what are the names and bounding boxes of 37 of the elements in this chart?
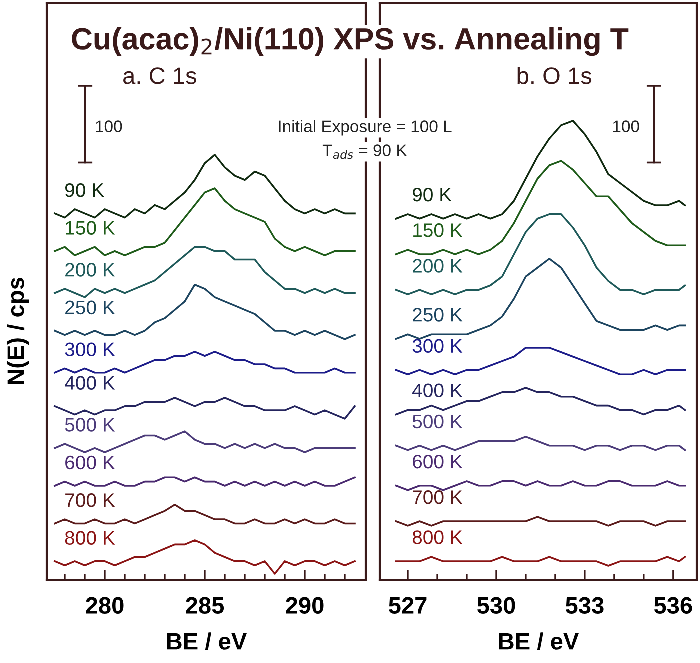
chart-title: b. O 1s [518,67,592,84]
x-tick-label: 280 [86,597,124,614]
series-label: 400 K [65,376,116,390]
series-label: 400 K [412,384,463,398]
series-label: 800 K [412,530,463,544]
annotation: Initial Exposure = 100 L [279,120,452,136]
x-tick-label: 533 [566,597,604,614]
series-label: 250 K [66,300,116,315]
series-label: 250 K [413,308,463,322]
series-label: 700 K [66,494,116,508]
x-tick-label: 530 [478,597,516,614]
text: Cu(acac)$_{2}$/Ni(110) XPS vs. Annealing T [72,27,629,56]
series-label: 500 K [412,414,463,429]
x-tick-label: 536 [654,597,692,614]
series-label: 90 K [412,188,452,202]
series-label: 150 K [414,224,463,238]
x-axis-title: BE / eV [167,632,248,650]
series-label: 600 K [413,454,463,469]
x-tick-label: 290 [286,597,324,614]
series-label: 700 K [413,490,463,504]
y-axis-title: N(E) / cps [6,278,30,384]
series-label: 200 K [413,259,463,273]
series-label: 300 K [65,342,116,356]
series-label: 200 K [66,263,116,277]
series-label: 800 K [65,531,116,546]
series-label: 600 K [66,456,116,470]
annotation: T$_{ads}$ = 90 K [322,144,408,160]
chart-title: a. C 1s [124,68,196,84]
annotation: 100 [613,120,640,132]
x-axis-title: BE / eV [499,632,580,650]
series-label: 90 K [65,183,104,198]
series-label: 150 K [66,221,116,235]
text: 100 [96,120,122,132]
series-label: 500 K [65,418,116,432]
x-tick-label: 285 [186,597,224,614]
x-tick-label: 527 [389,597,427,614]
series-label: 300 K [412,339,463,354]
